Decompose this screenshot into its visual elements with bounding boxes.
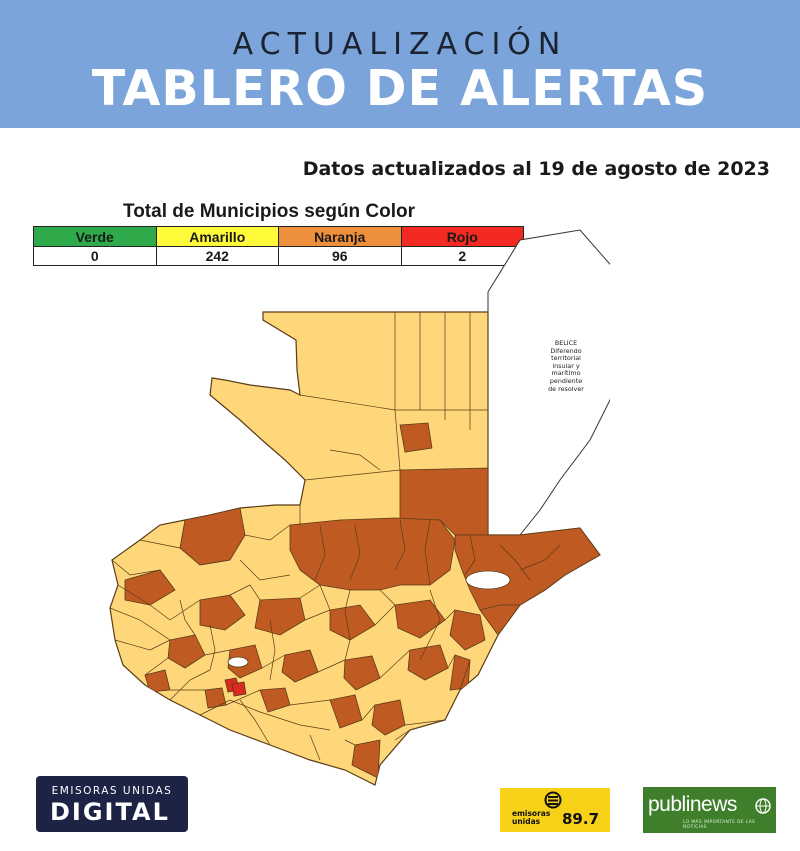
belize-note-line: Diferendo — [550, 346, 582, 355]
publinews-tagline: LO MÁS IMPORTANTE DE LAS NOTICIAS — [683, 820, 756, 830]
totals-table: Verde Amarillo Naranja Rojo 0 242 96 2 — [33, 226, 524, 266]
belize-note-line: territorial — [551, 354, 581, 363]
belize-note-line: marítimo — [551, 369, 581, 378]
publinews-name: publinews — [648, 793, 737, 816]
logo-897-line1: emisoras — [512, 809, 551, 818]
count-rojo: 2 — [400, 246, 524, 266]
label-amarillo: Amarillo — [155, 226, 279, 247]
belize-note-line: BELICE — [554, 339, 578, 347]
belize-note: BELICE Diferendo territorial insular y m… — [536, 339, 596, 393]
totals-table-title: Total de Municipios según Color — [123, 201, 416, 222]
publinews-logo: publinews LO MÁS IMPORTANTE DE LAS NOTIC… — [643, 787, 776, 833]
updated-date-note: Datos actualizados al 19 de agosto de 20… — [302, 158, 770, 180]
totals-labels-row: Verde Amarillo Naranja Rojo — [33, 226, 524, 247]
belize-note-line: insular y — [552, 361, 580, 370]
logo-897-frequency: 89.7 — [562, 810, 600, 828]
count-amarillo: 242 — [155, 246, 279, 266]
logo-897-words: emisoras unidas — [512, 810, 550, 826]
naranja-municipalities — [124, 422, 601, 779]
globe-icon — [755, 798, 771, 814]
label-naranja: Naranja — [278, 226, 402, 247]
logo-897-line2: unidas — [512, 817, 541, 826]
label-verde: Verde — [33, 226, 157, 247]
belize-note-line: pendiente — [549, 376, 583, 385]
belize-note-line: de resolver — [548, 384, 584, 393]
header-kicker: ACTUALIZACIÓN — [232, 27, 568, 62]
header-title: TABLERO DE ALERTAS — [91, 60, 709, 117]
rojo-municipalities — [224, 677, 247, 697]
header-banner: ACTUALIZACIÓN TABLERO DE ALERTAS — [0, 0, 800, 128]
emisoras-unidas-897-logo: emisoras unidas 89.7 — [500, 788, 610, 832]
logo-eu-line1: EMISORAS UNIDAS — [51, 785, 173, 797]
totals-counts-row: 0 242 96 2 — [33, 246, 524, 266]
municipal-boundaries — [110, 312, 561, 761]
logo-eu-line2: DIGITAL — [50, 798, 170, 826]
radio-tower-icon — [544, 791, 562, 809]
municipality-alert-map — [109, 229, 610, 786]
emisoras-unidas-digital-logo: EMISORAS UNIDAS DIGITAL — [36, 776, 188, 832]
count-verde: 0 — [33, 246, 157, 266]
